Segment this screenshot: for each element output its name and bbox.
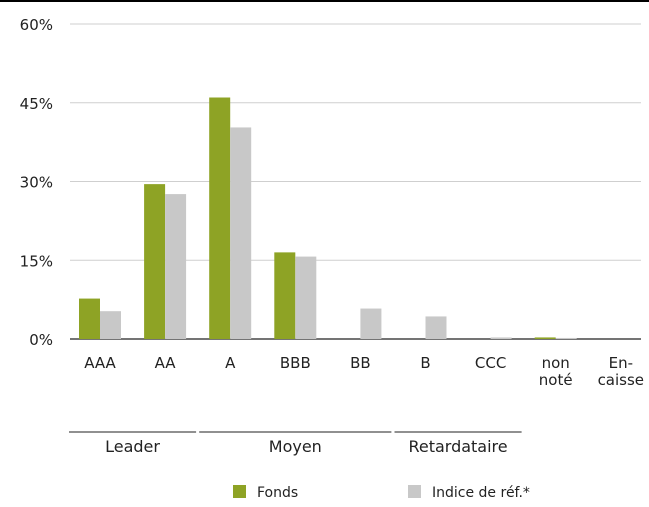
y-tick-label: 0%: [29, 331, 53, 349]
legend: Fonds Indice de réf.*: [233, 485, 530, 501]
y-tick-labels: 0% 15% 30% 45% 60%: [20, 16, 53, 349]
bar-fonds: [144, 184, 166, 339]
grid-lines: [0, 0, 649, 340]
x-tick-label: En-: [609, 354, 633, 372]
bar-fonds: [274, 252, 296, 339]
x-tick-label: B: [420, 354, 430, 372]
x-tick-label: AAA: [84, 354, 116, 372]
bar-indicederf: [165, 194, 187, 339]
group-labels: Leader Moyen Retardataire: [69, 431, 522, 456]
legend-label: Indice de réf.*: [432, 485, 530, 501]
bar-indicederf: [490, 337, 512, 339]
y-tick-label: 30%: [20, 174, 53, 192]
bar-fonds: [534, 337, 556, 339]
x-tick-label: AA: [155, 354, 177, 372]
legend-swatch: [233, 485, 246, 498]
bar-indicederf: [360, 308, 382, 339]
bars: [79, 97, 577, 339]
bar-indicederf: [230, 127, 252, 339]
bar-indicederf: [425, 316, 447, 339]
x-tick-label: BB: [350, 354, 371, 372]
x-tick-label: A: [225, 354, 236, 372]
x-tick-label: BBB: [280, 354, 311, 372]
legend-label: Fonds: [257, 485, 298, 501]
x-tick-label: caisse: [598, 371, 644, 389]
bar-indicederf: [555, 337, 577, 339]
y-tick-label: 15%: [20, 252, 53, 270]
y-tick-label: 45%: [20, 95, 53, 113]
x-tick-label: non: [542, 354, 570, 372]
bar-indicederf: [295, 256, 317, 339]
bar-indicederf: [100, 311, 121, 339]
group-label: Moyen: [269, 437, 322, 456]
group-label: Leader: [105, 437, 160, 456]
x-tick-label: noté: [539, 371, 573, 389]
legend-swatch: [408, 485, 421, 498]
y-tick-label: 60%: [20, 16, 53, 34]
group-label: Retardataire: [408, 437, 507, 456]
bar-fonds: [79, 298, 100, 339]
x-tick-label: CCC: [475, 354, 506, 372]
bar-fonds: [209, 97, 231, 339]
